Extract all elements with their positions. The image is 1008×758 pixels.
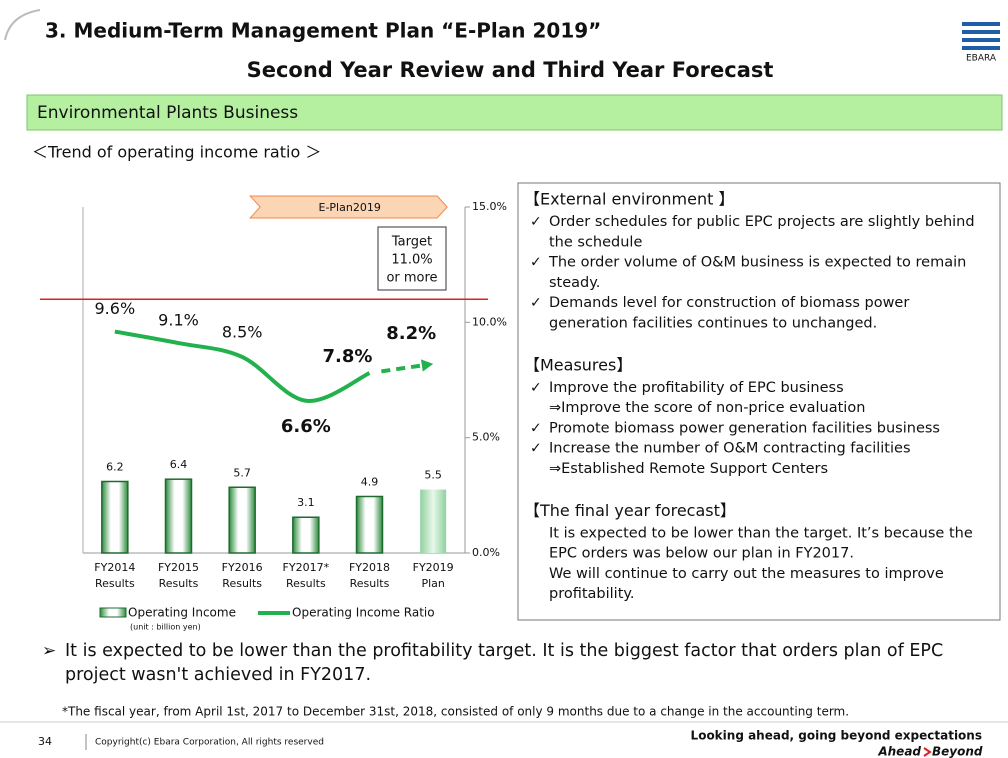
ratio-label: 7.8% bbox=[323, 346, 373, 367]
bar-label: 5.5 bbox=[424, 469, 442, 482]
panel-item: steady. bbox=[549, 275, 600, 291]
panel-item: Improve the profitability of EPC busines… bbox=[549, 380, 844, 396]
panel-item: Increase the number of O&M contracting f… bbox=[549, 441, 911, 457]
section-band bbox=[26, 94, 1003, 131]
y2-tick-label: 0.0% bbox=[472, 546, 500, 559]
panel-heading: 【External environment 】 bbox=[524, 190, 734, 209]
ratio-label: 9.6% bbox=[95, 299, 136, 318]
y2-tick-label: 15.0% bbox=[472, 200, 507, 213]
panel-item: generation facilities continues to uncha… bbox=[549, 316, 877, 332]
x-tick-note: Results bbox=[286, 577, 326, 590]
x-tick-label: FY2016 bbox=[222, 561, 263, 574]
panel-item: ⇒Improve the score of non-price evaluati… bbox=[549, 400, 865, 416]
ratio-label: 6.6% bbox=[281, 416, 331, 437]
x-tick-label: FY2017* bbox=[283, 561, 330, 574]
panel-paragraph: We will continue to carry out the measur… bbox=[549, 566, 944, 582]
x-tick-note: Results bbox=[350, 577, 390, 590]
legend-label: Operating Income Ratio bbox=[292, 606, 435, 620]
x-tick-note: Results bbox=[95, 577, 135, 590]
bar-label: 3.1 bbox=[297, 496, 315, 509]
panel-item: Demands level for construction of biomas… bbox=[549, 295, 909, 311]
panel-heading: 【The final year forecast】 bbox=[524, 501, 736, 520]
slide-subtitle: Second Year Review and Third Year Foreca… bbox=[247, 58, 774, 82]
check-mark: ✓ bbox=[530, 420, 542, 436]
check-mark: ✓ bbox=[530, 255, 542, 271]
y2-tick-label: 5.0% bbox=[472, 431, 500, 444]
panel-paragraph: It is expected to be lower than the targ… bbox=[549, 525, 973, 541]
x-tick-label: FY2019 bbox=[413, 561, 454, 574]
conclusion-line: project wasn't achieved in FY2017. bbox=[65, 665, 371, 685]
page-number: 34 bbox=[38, 735, 52, 748]
ratio-label: 8.5% bbox=[222, 322, 263, 341]
chart-heading: ＜Trend of operating income ratio ＞ bbox=[32, 143, 321, 162]
y2-tick-label: 10.0% bbox=[472, 315, 507, 328]
x-tick-label: FY2014 bbox=[94, 561, 135, 574]
bar-label: 4.9 bbox=[361, 475, 379, 488]
corner-deco bbox=[4, 9, 41, 41]
panel-heading: 【Measures】 bbox=[524, 355, 632, 374]
bar bbox=[164, 478, 193, 554]
legend-label: Operating Income bbox=[128, 606, 236, 620]
x-tick-label: FY2015 bbox=[158, 561, 199, 574]
ratio-label: 8.2% bbox=[386, 323, 436, 344]
target-box bbox=[377, 226, 447, 291]
plan-banner-text: E-Plan2019 bbox=[319, 201, 381, 214]
bar-label: 6.4 bbox=[170, 458, 188, 471]
check-mark: ✓ bbox=[530, 441, 542, 457]
bar bbox=[355, 495, 384, 554]
ratio-label: 9.1% bbox=[158, 311, 199, 330]
plan-banner bbox=[249, 195, 448, 219]
brand-ahead: Ahead bbox=[877, 745, 921, 758]
plan-arrowhead bbox=[420, 359, 434, 372]
panel-paragraph: profitability. bbox=[549, 586, 635, 602]
brand-arrow bbox=[923, 747, 932, 757]
panel-item: the schedule bbox=[549, 234, 642, 250]
panel-item: The order volume of O&M business is expe… bbox=[548, 255, 966, 271]
brand-beyond: Beyond bbox=[932, 745, 983, 758]
ratio-line bbox=[114, 329, 371, 403]
logo: EBARA bbox=[962, 22, 1000, 64]
check-mark: ✓ bbox=[530, 295, 542, 311]
bar bbox=[292, 516, 320, 554]
check-mark: ✓ bbox=[530, 380, 542, 396]
bar bbox=[420, 489, 447, 553]
bar bbox=[228, 486, 256, 554]
panel-item: ⇒Established Remote Support Centers bbox=[549, 461, 828, 477]
copyright: Copyright(c) Ebara Corporation, All righ… bbox=[95, 738, 324, 748]
target-text: Target bbox=[391, 235, 432, 250]
slide-title: 3. Medium-Term Management Plan “E-Plan 2… bbox=[45, 19, 601, 43]
unit-note: (unit : billion yen) bbox=[130, 623, 201, 632]
bar-label: 5.7 bbox=[233, 466, 251, 479]
section-title: Environmental Plants Business bbox=[37, 103, 298, 123]
x-tick-note: Results bbox=[159, 577, 199, 590]
x-tick-label: FY2018 bbox=[349, 561, 390, 574]
plan-arrow bbox=[381, 363, 424, 374]
legend-bar-icon bbox=[99, 607, 127, 618]
conclusion-line: It is expected to be lower than the prof… bbox=[65, 641, 943, 661]
panel-item: Order schedules for public EPC projects … bbox=[549, 214, 975, 230]
info-panel bbox=[517, 182, 1001, 621]
x-tick-note: Plan bbox=[421, 577, 444, 590]
bar-label: 6.2 bbox=[106, 460, 124, 473]
panel-item: Promote biomass power generation facilit… bbox=[549, 420, 940, 436]
target-text: or more bbox=[386, 271, 437, 286]
bullet-marker: ➢ bbox=[42, 641, 56, 661]
bar bbox=[101, 480, 129, 554]
tagline: Looking ahead, going beyond expectations bbox=[691, 729, 982, 743]
x-tick-note: Results bbox=[222, 577, 262, 590]
target-text: 11.0% bbox=[391, 253, 432, 268]
panel-paragraph: EPC orders was below our plan in FY2017. bbox=[549, 546, 854, 562]
check-mark: ✓ bbox=[530, 214, 542, 230]
footnote: *The fiscal year, from April 1st, 2017 t… bbox=[62, 705, 849, 719]
logo-text: EBARA bbox=[966, 54, 997, 64]
